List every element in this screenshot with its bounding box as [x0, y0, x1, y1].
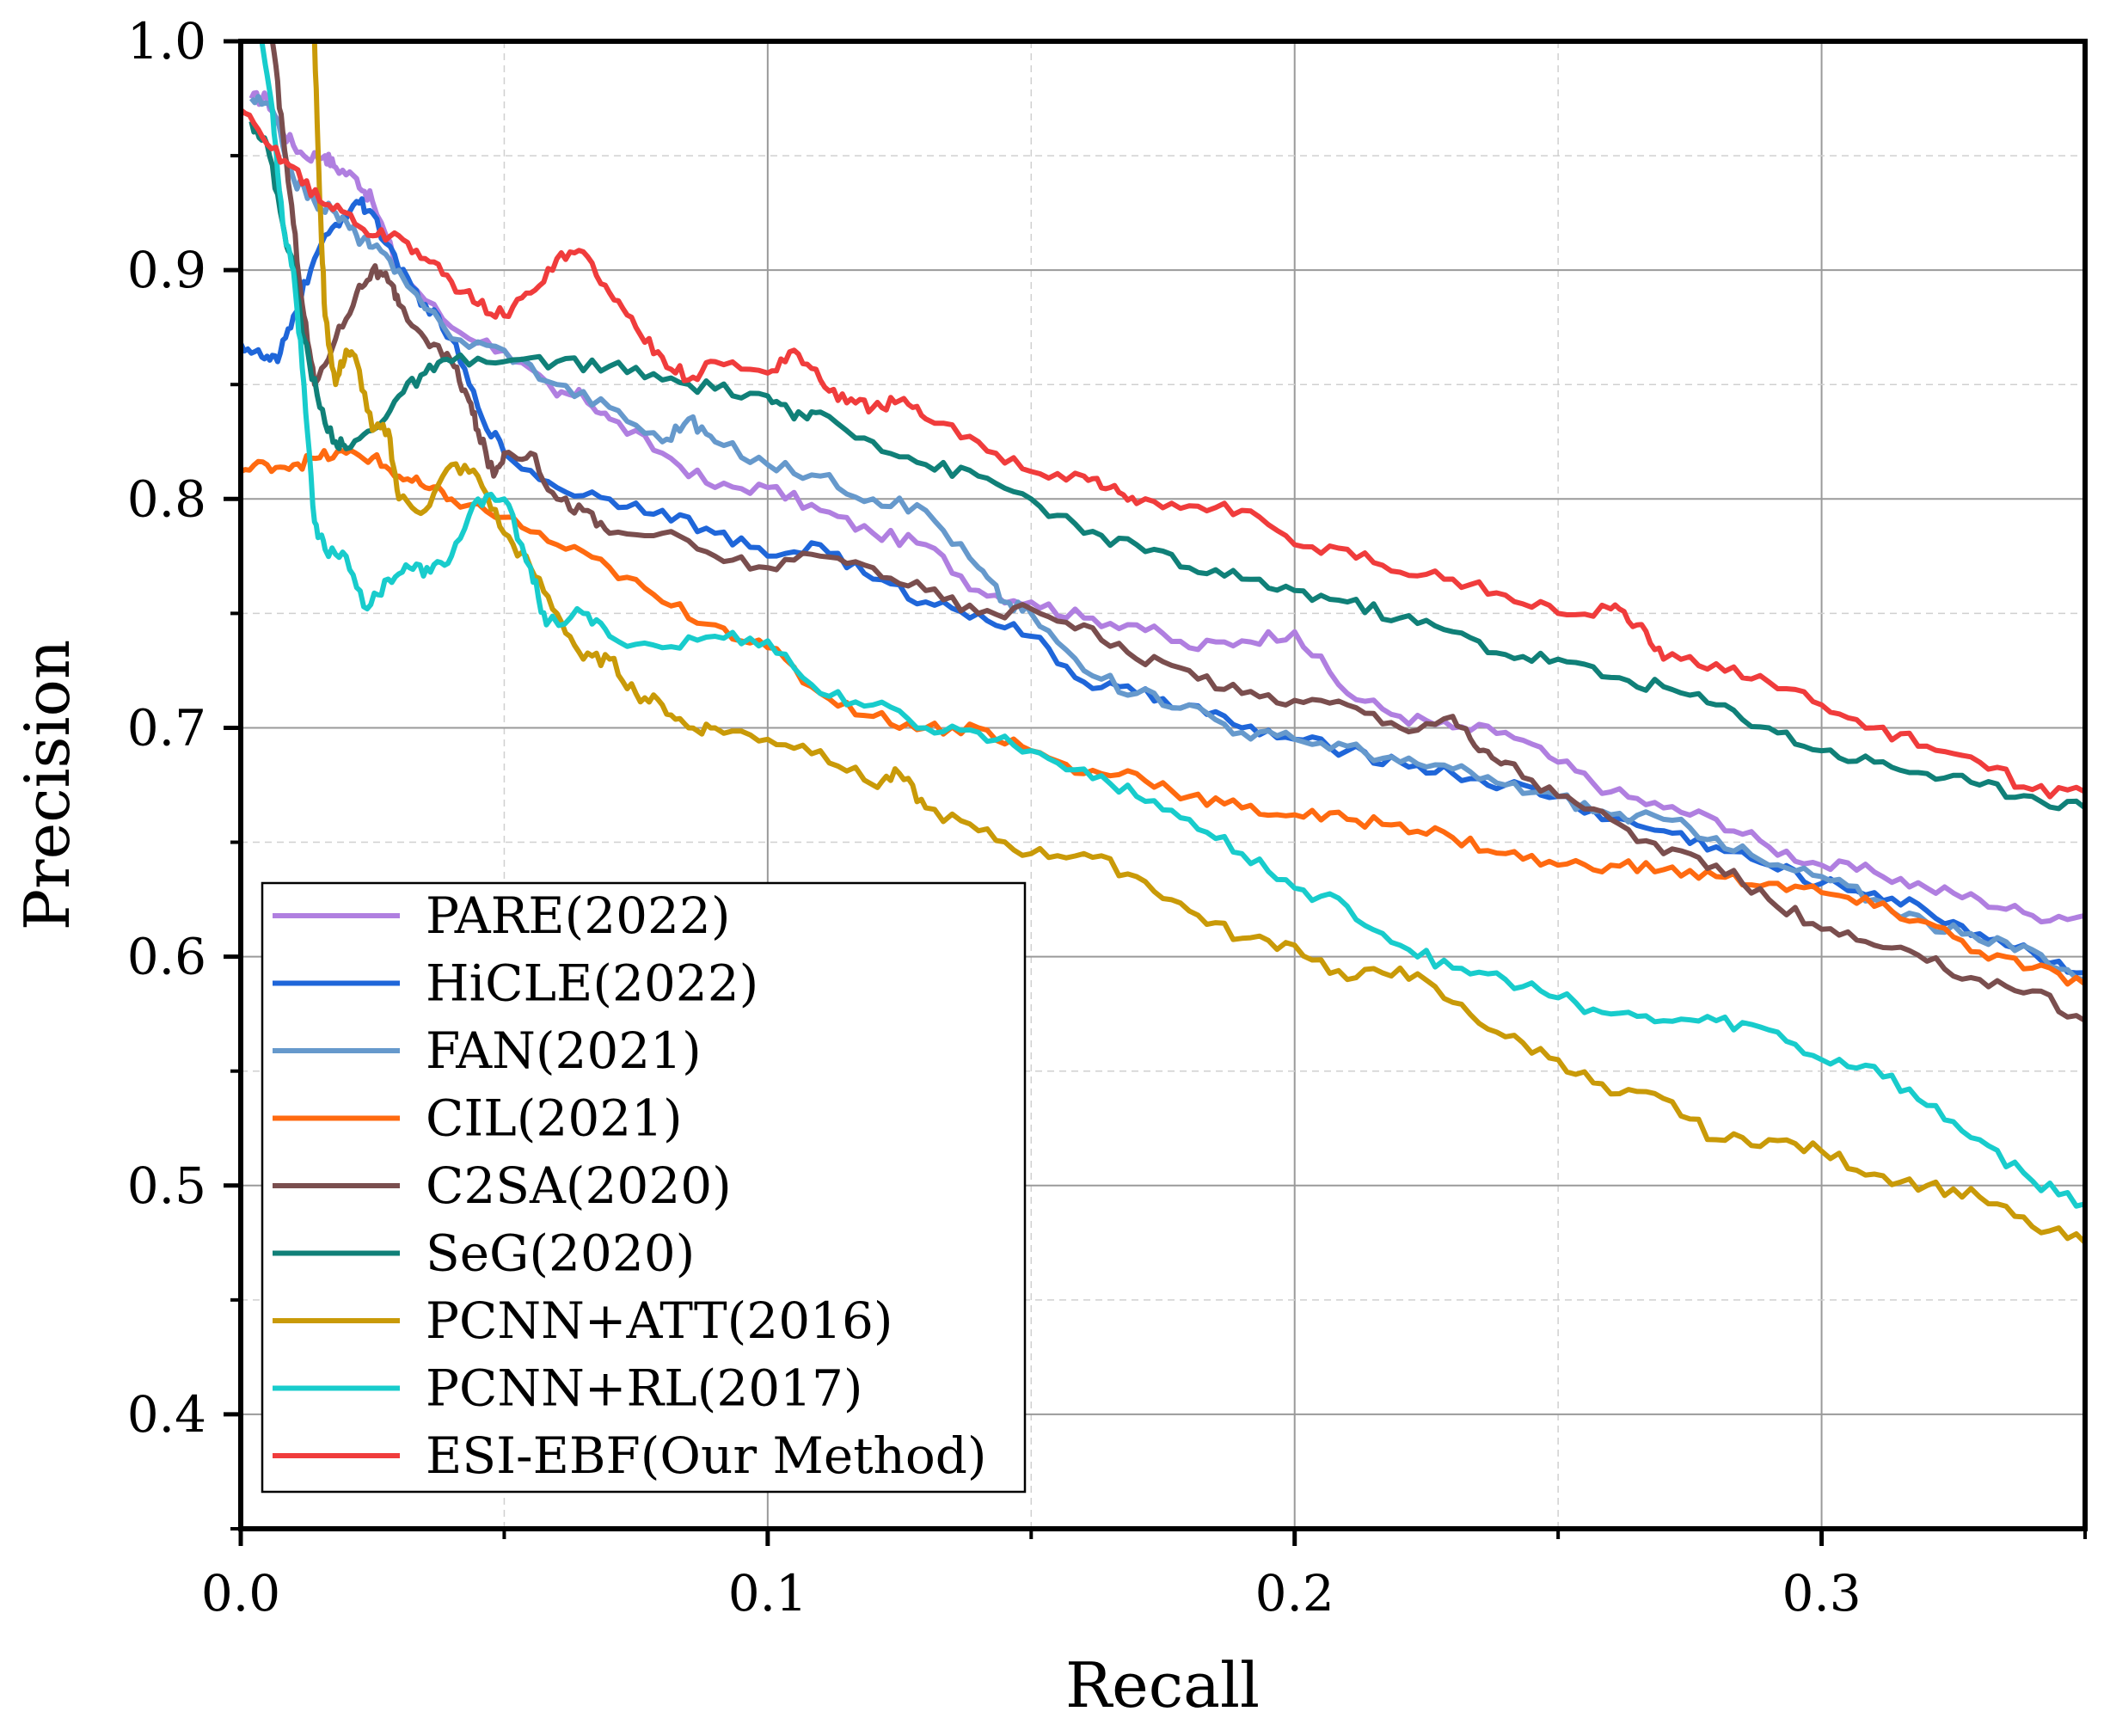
- x-tick-label: 0.3: [1782, 1564, 1861, 1623]
- legend-label: SeG(2020): [426, 1224, 695, 1283]
- series-line-6: [311, 41, 2085, 1245]
- series-line-4: [269, 41, 2085, 1023]
- x-axis-label: Recall: [1065, 1649, 1260, 1721]
- legend-label: FAN(2021): [426, 1021, 702, 1080]
- y-tick-label: 0.5: [127, 1156, 206, 1215]
- legend: PARE(2022) HiCLE(2022) FAN(2021) CIL(2021) C…: [261, 881, 1027, 1494]
- x-tick-label: 0.0: [201, 1564, 280, 1623]
- series-lines: [241, 41, 2085, 1245]
- y-tick-label: 0.9: [127, 241, 206, 299]
- legend-label: PCNN+RL(2017): [426, 1359, 863, 1418]
- legend-label: PCNN+ATT(2016): [426, 1291, 893, 1350]
- legend-label: PARE(2022): [426, 886, 730, 945]
- y-tick-label: 0.6: [127, 928, 206, 986]
- series-line-2: [248, 94, 2085, 983]
- y-tick-label: 0.7: [127, 698, 206, 757]
- legend-label: CIL(2021): [426, 1089, 683, 1148]
- legend-label: HiCLE(2022): [426, 954, 758, 1013]
- series-line-1: [241, 196, 2085, 976]
- y-tick-label: 0.8: [127, 469, 206, 528]
- series-line-7: [259, 41, 2085, 1209]
- plot-frame: [238, 39, 2088, 1531]
- x-tick-label: 0.1: [728, 1564, 807, 1623]
- x-tick-label: 0.2: [1255, 1564, 1334, 1623]
- axis-ticks: 0.0 0.1 0.2 0.3 0.4 0.5 0.6 0.7 0.8 0.9 1.0: [127, 12, 2087, 1623]
- y-tick-label: 0.4: [127, 1385, 206, 1444]
- legend-label: C2SA(2020): [426, 1156, 732, 1215]
- y-axis-label: Precision: [11, 640, 83, 931]
- series-line-5: [248, 120, 2085, 812]
- series-line-8: [241, 107, 2085, 800]
- legend-label: ESI-EBF(Our Method): [426, 1426, 987, 1485]
- y-tick-label: 1.0: [127, 12, 206, 71]
